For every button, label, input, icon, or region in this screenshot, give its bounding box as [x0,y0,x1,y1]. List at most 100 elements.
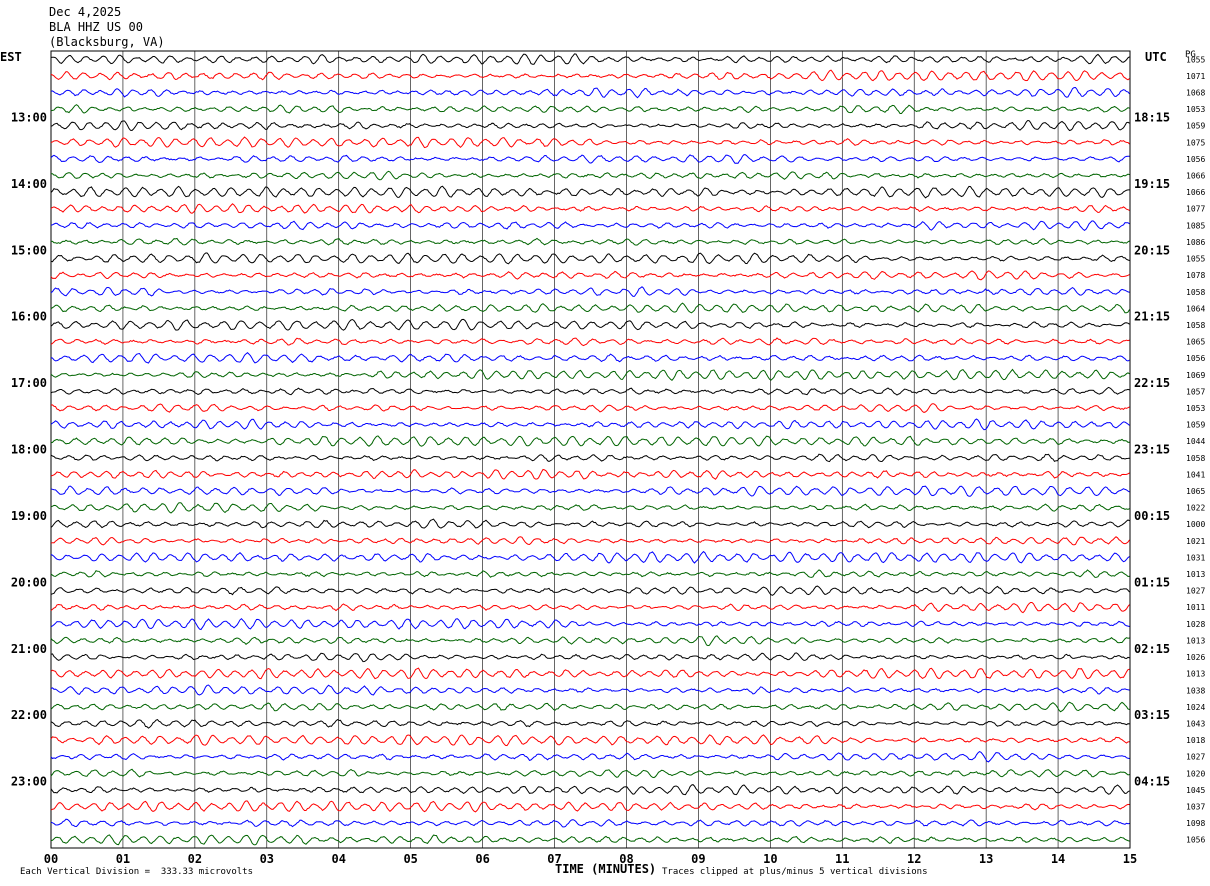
row-value-label: 1058 [1186,321,1205,330]
row-value-label: 1064 [1186,304,1205,313]
left-hour-label: 22:00 [11,708,47,722]
x-tick-label: 13 [979,852,993,866]
seismic-trace [50,667,1130,680]
right-hour-label: 03:15 [1134,708,1170,722]
row-value-label: 1055 [1186,55,1205,64]
x-tick-label: 15 [1123,852,1137,866]
row-value-label: 1068 [1186,89,1205,98]
seismic-trace [50,800,1130,813]
right-hour-label: 20:15 [1134,243,1170,257]
seismic-trace [50,270,1130,281]
seismic-trace [50,635,1130,647]
row-value-label: 1053 [1186,105,1205,114]
row-value-label: 1085 [1186,221,1205,230]
right-hour-label: 04:15 [1134,775,1170,789]
left-timezone-label: EST [0,50,22,64]
left-hour-label: 20:00 [11,575,47,589]
seismic-trace [50,768,1130,779]
left-hour-label: 19:00 [11,509,47,523]
seismic-trace [50,453,1130,463]
seismic-trace [50,718,1130,729]
clip-note: Traces clipped at plus/minus 5 vertical … [662,867,928,877]
far-right-label: PG [1185,50,1196,60]
x-tick-label: 12 [907,852,921,866]
left-hour-label: 17:00 [11,376,47,390]
row-value-label: 1037 [1186,802,1205,811]
row-value-label: 1065 [1186,487,1205,496]
row-value-label: 1028 [1186,620,1205,629]
row-value-label: 1053 [1186,404,1205,413]
x-tick-label: 11 [835,852,849,866]
row-value-label: 1066 [1186,172,1205,181]
row-value-label: 1045 [1186,786,1205,795]
seismic-trace [50,318,1130,331]
row-value-label: 1065 [1186,338,1205,347]
seismic-trace [50,818,1130,828]
seismic-trace [50,403,1130,413]
header-date: Dec 4,2025 [49,5,122,19]
seismic-trace [50,104,1130,114]
seismic-trace [50,69,1130,82]
row-value-label: 1021 [1186,537,1205,546]
seismic-trace [50,468,1130,480]
x-tick-label: 09 [691,852,705,866]
header-station: BLA HHZ US 00 [49,20,143,34]
x-tick-label: 04 [332,852,346,866]
seismic-trace [50,784,1130,796]
seismic-trace [50,237,1130,246]
seismic-trace [50,53,1130,65]
x-tick-label: 07 [547,852,561,866]
seismic-trace [50,170,1130,181]
row-value-label: 1038 [1186,686,1205,695]
x-tick-label: 03 [260,852,274,866]
seismic-trace [50,120,1130,132]
scale-note: Each Vertical Division = 333.33 microvol… [20,867,253,877]
row-value-label: 1078 [1186,271,1205,280]
x-tick-label: 10 [763,852,777,866]
right-hour-label: 18:15 [1134,110,1170,124]
row-value-label: 1000 [1186,520,1205,529]
x-axis-title: TIME (MINUTES) [555,862,657,876]
seismic-trace [50,337,1130,347]
left-hour-label: 13:00 [11,110,47,124]
right-hour-label: 23:15 [1134,443,1170,457]
row-value-label: 1055 [1186,255,1205,264]
row-value-label: 1041 [1186,470,1205,479]
seismic-trace [50,302,1130,314]
row-value-label: 1013 [1186,670,1205,679]
row-value-label: 1024 [1186,703,1205,712]
seismic-trace [50,86,1130,99]
row-value-label: 1086 [1186,238,1205,247]
header-location: (Blacksburg, VA) [49,35,165,49]
seismic-trace [50,550,1130,564]
right-hour-label: 21:15 [1134,310,1170,324]
seismic-trace [50,585,1130,596]
seismic-trace [50,502,1130,514]
row-value-label: 1098 [1186,819,1205,828]
seismic-trace [50,154,1130,164]
row-value-label: 1058 [1186,288,1205,297]
right-timezone-label: UTC [1145,50,1167,64]
right-hour-label: 19:15 [1134,177,1170,191]
row-value-label: 1057 [1186,387,1205,396]
seismic-trace [50,518,1130,529]
seismic-trace [50,834,1130,846]
plot-frame [50,50,1131,849]
x-tick-label: 00 [44,852,58,866]
seismic-trace [50,286,1130,297]
seismic-trace [50,734,1130,747]
row-value-label: 1056 [1186,836,1205,845]
seismic-trace [50,203,1130,214]
row-value-label: 1071 [1186,72,1205,81]
left-hour-label: 15:00 [11,243,47,257]
left-hour-label: 18:00 [11,443,47,457]
row-value-label: 1013 [1186,570,1205,579]
row-value-label: 1059 [1186,122,1205,131]
right-hour-label: 02:15 [1134,642,1170,656]
x-tick-label: 14 [1051,852,1065,866]
x-tick-label: 01 [116,852,130,866]
row-value-label: 1018 [1186,736,1205,745]
seismic-trace [50,386,1130,396]
seismic-trace [50,652,1130,663]
